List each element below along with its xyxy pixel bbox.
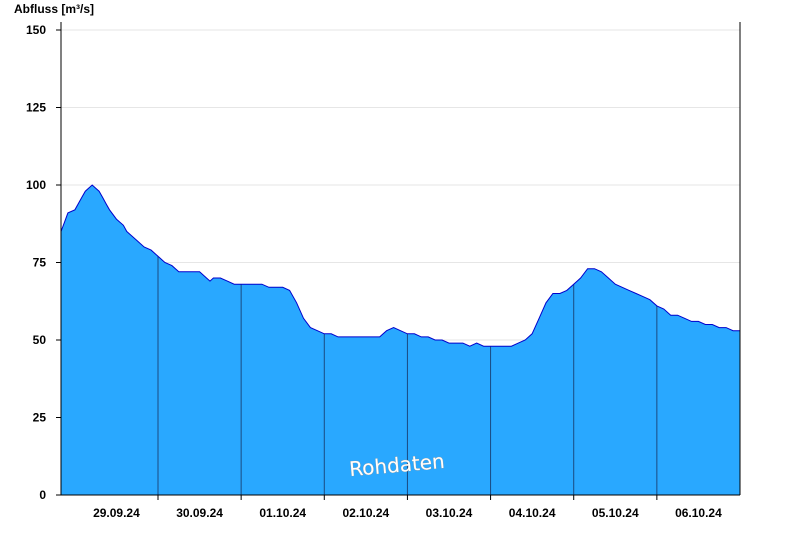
discharge-area <box>61 185 740 495</box>
y-tick-label-50: 50 <box>33 333 47 347</box>
x-tick-label-01.10.24: 01.10.24 <box>259 506 306 520</box>
y-tick-label-25: 25 <box>33 411 47 425</box>
x-tick-label-05.10.24: 05.10.24 <box>592 506 639 520</box>
axes <box>56 22 741 500</box>
discharge-series-line <box>60 184 740 347</box>
y-tick-label-150: 150 <box>26 23 46 37</box>
x-tick-label-29.09.24: 29.09.24 <box>93 506 140 520</box>
x-tick-labels: 29.09.24 30.09.24 01.10.24 02.10.24 03.10.24… <box>93 506 722 520</box>
x-tick-label-03.10.24: 03.10.24 <box>426 506 473 520</box>
y-axis-label: Abfluss [m³/s] <box>14 2 94 16</box>
y-tick-label-75: 75 <box>33 256 47 270</box>
y-tick-label-0: 0 <box>39 488 46 502</box>
y-tick-label-100: 100 <box>26 178 46 192</box>
x-tick-label-02.10.24: 02.10.24 <box>342 506 389 520</box>
day-separator-lines <box>157 256 658 495</box>
x-tick-label-04.10.24: 04.10.24 <box>509 506 556 520</box>
x-tick-label-06.10.24: 06.10.24 <box>675 506 722 520</box>
y-tick-label-125: 125 <box>26 101 46 115</box>
x-tick-label-30.09.24: 30.09.24 <box>176 506 223 520</box>
y-tick-labels: 0 25 50 75 100 125 150 <box>26 23 46 502</box>
